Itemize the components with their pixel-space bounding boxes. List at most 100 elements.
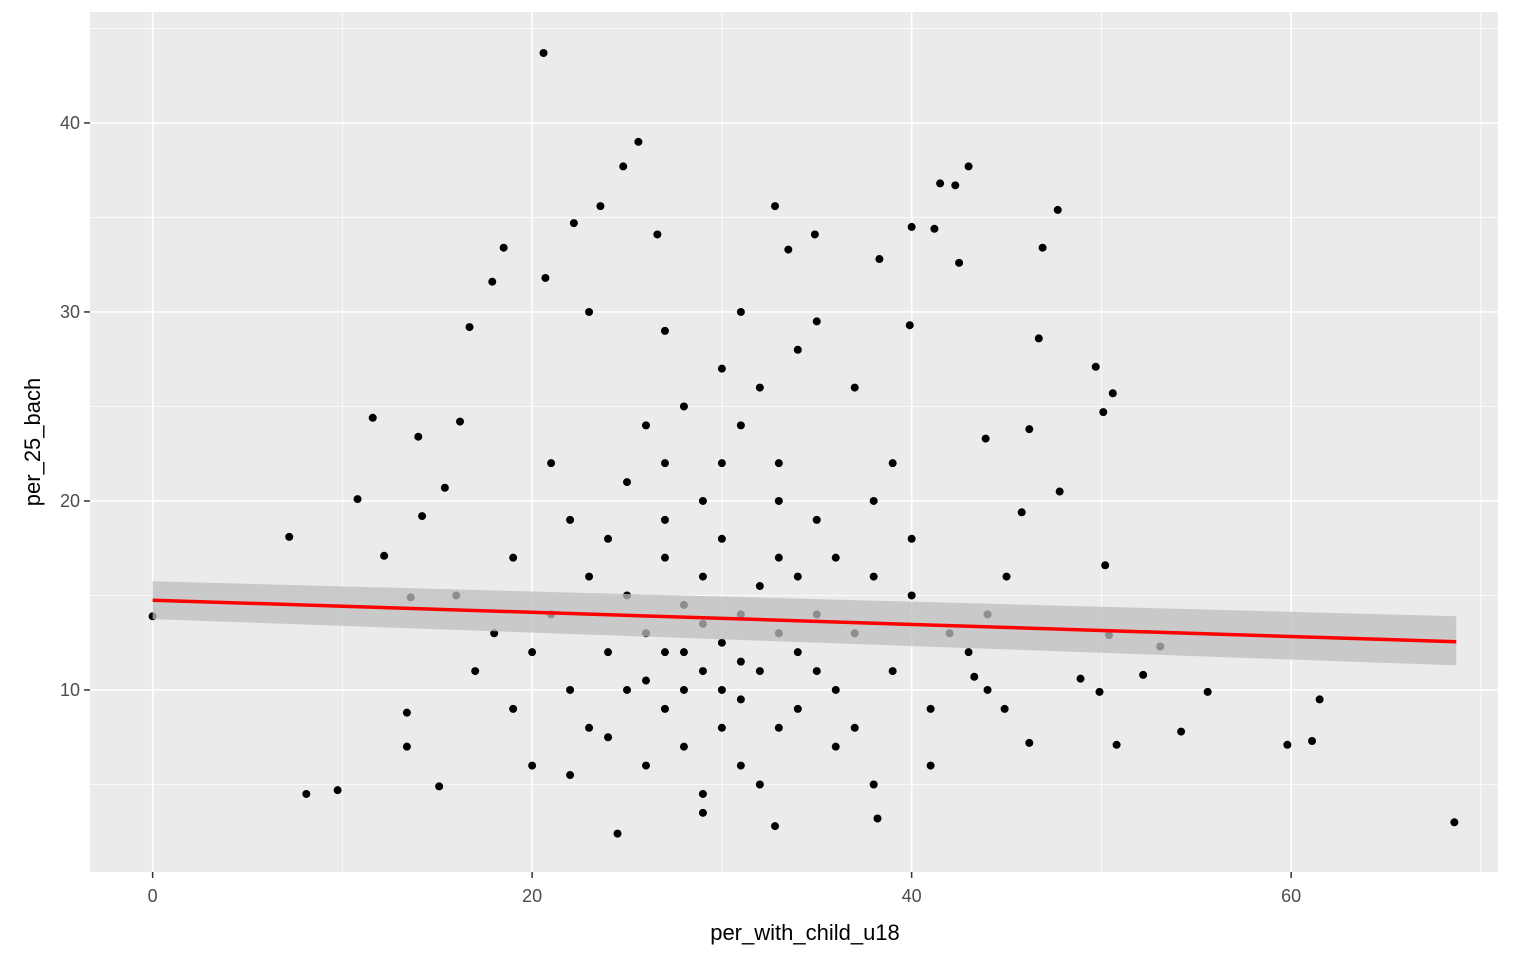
point [755, 667, 764, 676]
point [1076, 674, 1085, 683]
point [698, 667, 707, 676]
point [653, 230, 662, 239]
point [717, 459, 726, 468]
point [613, 829, 622, 838]
point [368, 413, 377, 422]
point [1002, 572, 1011, 581]
x-tick-label: 0 [148, 886, 158, 906]
point [623, 685, 632, 694]
point [774, 459, 783, 468]
point [456, 417, 465, 426]
point [771, 822, 780, 831]
point [414, 432, 423, 441]
point [679, 742, 688, 751]
point [970, 672, 979, 681]
point [831, 685, 840, 694]
point [1025, 738, 1034, 747]
point [1053, 205, 1062, 214]
point [509, 553, 518, 562]
point [907, 591, 916, 600]
x-tick-label: 40 [902, 886, 922, 906]
point [812, 317, 821, 326]
point [736, 657, 745, 666]
point [888, 459, 897, 468]
point [1315, 695, 1324, 704]
point [1308, 737, 1317, 746]
point [679, 648, 688, 657]
point [774, 496, 783, 505]
fit-line [152, 598, 1457, 644]
point [302, 789, 311, 798]
point [1203, 687, 1212, 696]
point [810, 230, 819, 239]
point [471, 667, 480, 676]
point [660, 515, 669, 524]
point [465, 323, 474, 332]
point [698, 572, 707, 581]
point [585, 307, 594, 316]
point [850, 383, 859, 392]
point [981, 434, 990, 443]
point [623, 478, 632, 487]
point [1283, 740, 1292, 749]
point [435, 782, 444, 791]
point [698, 808, 707, 817]
point [566, 685, 575, 694]
point [831, 742, 840, 751]
point [585, 723, 594, 732]
point [660, 326, 669, 335]
point [539, 49, 548, 58]
point [755, 780, 764, 789]
point [660, 553, 669, 562]
point [1108, 389, 1117, 398]
x-tick-label: 20 [522, 886, 542, 906]
y-tick-label: 30 [60, 302, 80, 322]
point [596, 202, 605, 211]
point [888, 667, 897, 676]
point [499, 243, 508, 252]
point [771, 202, 780, 211]
point [641, 421, 650, 430]
point [907, 222, 916, 231]
point [793, 704, 802, 713]
point [528, 648, 537, 657]
point [528, 761, 537, 770]
point [717, 723, 726, 732]
point [869, 496, 878, 505]
point [793, 648, 802, 657]
point [418, 512, 427, 521]
point [1055, 487, 1064, 496]
point [955, 258, 964, 267]
point [873, 814, 882, 823]
point [983, 685, 992, 694]
point [569, 219, 578, 228]
point [869, 780, 878, 789]
panel [90, 12, 1498, 872]
point [566, 771, 575, 780]
point [1091, 362, 1100, 371]
point [679, 402, 688, 411]
point [774, 553, 783, 562]
point [812, 515, 821, 524]
point [585, 572, 594, 581]
point [774, 723, 783, 732]
point [936, 179, 945, 188]
point [1177, 727, 1186, 736]
point [634, 137, 643, 146]
point [736, 695, 745, 704]
point [488, 277, 497, 286]
point [736, 761, 745, 770]
point [964, 162, 973, 171]
point [717, 638, 726, 647]
point [1112, 740, 1121, 749]
point [541, 273, 550, 282]
point [755, 383, 764, 392]
confidence-band [152, 581, 1457, 666]
point [604, 534, 613, 543]
point [717, 685, 726, 694]
point [353, 495, 362, 504]
point [793, 572, 802, 581]
point [812, 667, 821, 676]
y-tick-label: 20 [60, 491, 80, 511]
